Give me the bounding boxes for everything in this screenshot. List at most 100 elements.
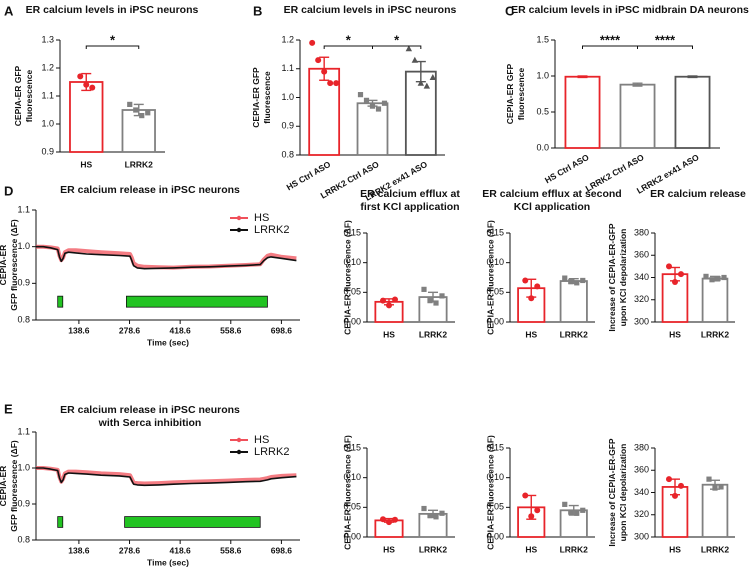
bar — [69, 81, 104, 153]
data-point — [666, 476, 672, 483]
data-point — [429, 73, 437, 80]
y-axis-label: CEPIA-ER fluorescence (ΔF) — [485, 220, 495, 335]
y-tick-label: 0.10 — [486, 257, 504, 267]
chart-title: ER calcium release in iPSC neurons — [60, 404, 240, 416]
data-point — [333, 80, 340, 87]
data-point — [375, 106, 382, 112]
x-tick-label: LRRK2 — [419, 329, 448, 339]
y-tick-label: 340 — [634, 487, 649, 497]
data-point — [433, 514, 439, 520]
y-axis-label: upon KCl depolarization — [618, 444, 628, 542]
data-point — [562, 275, 568, 281]
data-point — [309, 39, 316, 46]
significance-label: **** — [655, 32, 676, 47]
y-axis-label: CEPIA-ER GFP — [251, 67, 261, 128]
y-tick-label: 1.1 — [17, 426, 30, 436]
data-point — [380, 516, 386, 523]
data-point — [534, 507, 541, 514]
x-tick-label: 698.6 — [271, 325, 293, 335]
y-tick-label: 0.15 — [486, 442, 504, 452]
bar — [619, 83, 656, 149]
data-point — [721, 274, 727, 281]
data-point — [421, 505, 427, 512]
bar — [559, 280, 588, 323]
y-tick-label: 0.9 — [281, 121, 294, 131]
x-tick-label: 278.6 — [119, 325, 141, 335]
data-point — [718, 484, 724, 490]
x-tick-label: 558.6 — [220, 325, 242, 335]
data-point — [672, 492, 678, 499]
x-tick-label: HS — [525, 544, 537, 554]
y-tick-label: 0.15 — [343, 442, 361, 452]
panel-letter: A — [4, 3, 14, 18]
chart-title: first KCl application — [360, 201, 459, 213]
x-tick-label: 418.6 — [170, 545, 192, 555]
data-point — [522, 492, 529, 499]
y-tick-label: 0.10 — [343, 257, 361, 267]
panel-letter: D — [4, 183, 13, 198]
data-point — [327, 80, 334, 87]
data-point — [534, 283, 541, 290]
y-axis-label: CEPIA-ER GFP — [13, 65, 23, 126]
y-axis-label: GFP fluorescence (ΔF) — [9, 440, 19, 532]
y-tick-label: 0.00 — [486, 316, 504, 326]
y-tick-label: 0.8 — [281, 149, 294, 159]
chart-title: with Serca inhibition — [98, 417, 202, 429]
legend-swatch — [236, 227, 242, 233]
data-point — [89, 84, 96, 91]
data-point — [427, 513, 433, 519]
x-tick-label: LRRK2 — [701, 329, 730, 339]
y-tick-label: 1.0 — [17, 241, 30, 251]
y-tick-label: 300 — [634, 531, 649, 541]
y-axis-label: fluorescence — [516, 68, 526, 121]
significance-bracket — [85, 45, 140, 49]
chart-title: ER calcium levels in iPSC neurons — [284, 4, 457, 16]
data-point — [357, 92, 364, 98]
data-point — [321, 68, 328, 75]
y-axis-label: CEPIA-ER GFP — [505, 63, 515, 124]
y-axis-label: CEPIA-ER — [0, 245, 8, 286]
bar — [564, 75, 601, 149]
data-point — [528, 513, 535, 520]
chart-title: KCl application — [514, 201, 590, 213]
y-tick-label: 300 — [634, 316, 649, 326]
chart-title: ER calcium release in iPSC neurons — [60, 184, 240, 196]
bar — [701, 483, 729, 538]
y-tick-label: 320 — [634, 509, 649, 519]
x-tick-label: 558.6 — [220, 545, 242, 555]
y-tick-label: 1.3 — [41, 34, 54, 44]
chart-title: ER calcium efflux at — [360, 188, 460, 200]
data-point — [386, 519, 392, 526]
legend-label: HS — [254, 434, 269, 446]
y-tick-label: 0.8 — [17, 314, 30, 324]
x-tick-label: HS — [669, 329, 681, 339]
data-point — [421, 286, 427, 292]
data-point — [133, 107, 139, 113]
significance-label: **** — [600, 32, 621, 47]
chart-title: ER calcium efflux at second — [482, 188, 621, 200]
data-point — [709, 277, 715, 283]
chart-title: ER calcium levels in iPSC midbrain DA ne… — [511, 4, 749, 16]
data-point — [127, 101, 133, 107]
y-tick-label: 360 — [634, 250, 649, 260]
y-tick-label: 0.10 — [343, 472, 361, 482]
data-line — [36, 245, 297, 270]
x-tick-label: 278.6 — [119, 545, 141, 555]
data-point — [574, 280, 580, 286]
data-point — [562, 501, 568, 507]
data-point — [139, 113, 145, 119]
y-tick-label: 1.2 — [281, 34, 294, 44]
data-point — [678, 482, 684, 489]
data-point — [666, 263, 672, 270]
y-tick-label: 380 — [634, 442, 649, 452]
data-point — [392, 296, 398, 303]
data-point — [381, 100, 388, 106]
y-tick-label: 0.9 — [41, 146, 54, 156]
data-point — [77, 73, 84, 80]
data-point — [145, 110, 151, 116]
y-axis-label: GFP fluorescence (ΔF) — [9, 219, 19, 311]
data-point — [528, 295, 535, 302]
data-point — [439, 293, 445, 299]
data-point — [568, 509, 574, 515]
